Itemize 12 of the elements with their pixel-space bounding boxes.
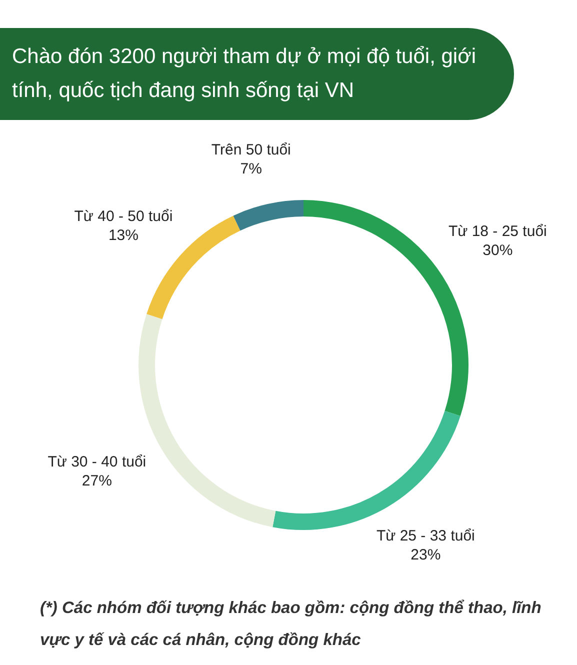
data-label: 30%	[482, 242, 513, 260]
slice-label: Từ 25 - 33 tuổi	[376, 527, 475, 544]
text: (*) Các nhóm đối tượng khác bao gồm: cộng đồng thể thao, lĩnh vực y tế và các cá nhân, cộng đồng khác	[40, 598, 542, 651]
chart-title: Chào đón 3200 người tham dự ở mọi độ tuổi, giới tính, quốc tịch đang sinh sống tại VN	[0, 28, 514, 120]
slice-label: Trên 50 tuổi	[211, 142, 291, 159]
slice-label: Từ 18 - 25 tuổi	[448, 223, 547, 240]
data-label: 27%	[82, 472, 112, 490]
data-label: 13%	[108, 226, 138, 244]
slice-label: Từ 40 - 50 tuổi	[74, 208, 173, 225]
data-label: 23%	[410, 546, 441, 564]
slice-label: Từ 30 - 40 tuổi	[48, 454, 146, 471]
data-label: 7%	[240, 160, 262, 178]
